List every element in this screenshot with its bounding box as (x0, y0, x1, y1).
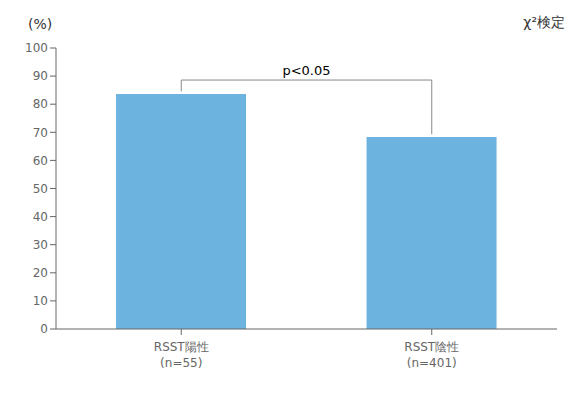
svg-text:50: 50 (33, 182, 48, 196)
svg-text:20: 20 (33, 266, 48, 280)
svg-text:100: 100 (25, 41, 48, 55)
svg-text:70: 70 (33, 126, 48, 140)
svg-text:90: 90 (33, 69, 48, 83)
svg-text:40: 40 (33, 210, 48, 224)
svg-text:0: 0 (40, 322, 48, 336)
svg-text:p<0.05: p<0.05 (282, 63, 330, 78)
svg-text:RSST陽性(n=55): RSST陽性(n=55) (154, 340, 209, 370)
svg-text:80: 80 (33, 97, 48, 111)
svg-text:10: 10 (33, 294, 48, 308)
svg-text:60: 60 (33, 154, 48, 168)
svg-text:RSST陰性(n=401): RSST陰性(n=401) (404, 340, 459, 370)
svg-text:30: 30 (33, 238, 48, 252)
html-text:χ²検定: χ²検定 (523, 14, 565, 30)
